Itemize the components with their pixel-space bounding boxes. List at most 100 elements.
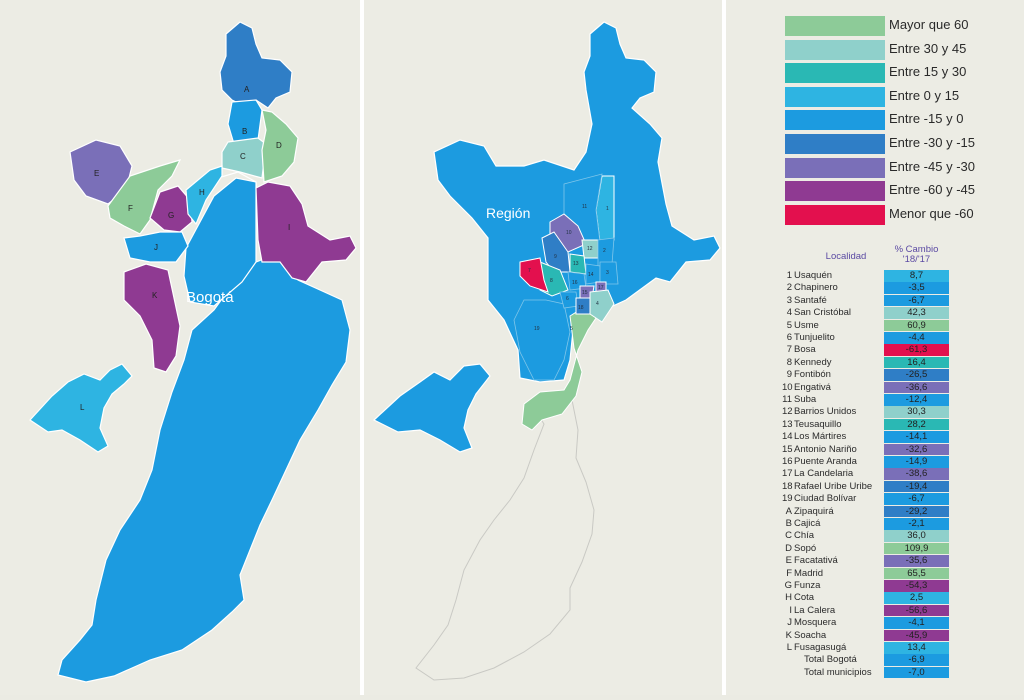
marker-12: 12: [587, 246, 593, 252]
region-label: Región: [486, 205, 530, 221]
legend-label: Entre 0 y 15: [889, 87, 960, 103]
marker-14: 14: [588, 272, 594, 278]
row-name: Total municipios: [804, 666, 872, 678]
row-name: Engativá: [794, 381, 831, 393]
table-row: 8 Kennedy 16,4: [782, 356, 1024, 369]
legend-item: Entre 15 y 30: [785, 63, 1024, 84]
row-value: -7,0: [884, 666, 949, 679]
municipio-b[interactable]: [227, 99, 263, 145]
municipio-c[interactable]: [221, 137, 267, 179]
row-id: 17: [782, 468, 793, 480]
marker-3: 3: [606, 270, 609, 276]
table-row: D Sopó 109,9: [782, 542, 1024, 555]
row-name: Kennedy: [794, 356, 832, 368]
row-id: D: [785, 542, 792, 554]
legend-swatch: [785, 157, 885, 178]
localidad-3[interactable]: [599, 261, 619, 285]
row-id: 4: [786, 307, 792, 319]
municipio-f[interactable]: [107, 159, 182, 235]
table-row: A Zipaquirá -29,2: [782, 505, 1024, 518]
row-id: 16: [782, 456, 793, 467]
table-header-localidad: Localidad: [825, 251, 867, 262]
legend-item: Mayor que 60: [785, 16, 1024, 36]
table-header-cambio-line1: % Cambio: [894, 244, 939, 255]
table-row: 14 Los Mártires -14,1: [782, 431, 1024, 443]
municipio-a[interactable]: [219, 21, 293, 109]
municipio-h[interactable]: [185, 165, 223, 226]
localidad-5[interactable]: [521, 305, 597, 431]
row-name: Fontibón: [794, 369, 831, 381]
table-row: I La Calera -56,6: [782, 604, 1024, 617]
row-id: E: [785, 555, 792, 567]
divider-1: [360, 0, 364, 695]
row-value: 30,3: [884, 406, 949, 418]
row-value: -19,4: [884, 480, 949, 493]
region-map: 1 2 3 4 5 6 7 8 9 10 11 12 13 14 15 16 1…: [372, 21, 721, 681]
table-row: 17 La Candelaria -38,6: [782, 468, 1024, 480]
row-value: -35,6: [884, 555, 949, 567]
row-value: 109,9: [884, 542, 949, 555]
marker-d: D: [276, 141, 282, 150]
localidad-7[interactable]: [519, 257, 549, 293]
marker-5: 5: [570, 326, 573, 332]
row-value: -61,3: [884, 344, 949, 356]
row-value: -3,5: [884, 282, 949, 294]
row-name: Chapinero: [794, 282, 838, 294]
row-name: Ciudad Bolívar: [794, 493, 857, 505]
localidad-4[interactable]: [589, 289, 615, 323]
table-row: C Chía 36,0: [782, 530, 1024, 542]
row-name: Barrios Unidos: [794, 406, 857, 418]
marker-10: 10: [566, 230, 572, 236]
marker-19: 19: [534, 326, 540, 332]
legend-item: Entre 30 y 45: [785, 39, 1024, 60]
row-value: -38,6: [884, 468, 949, 480]
bogota-map: A B C D E F G H I J K L Bogotá: [29, 21, 357, 683]
row-value: 13,4: [884, 642, 949, 654]
row-value: -2,1: [884, 518, 949, 530]
row-name: Cajicá: [794, 518, 821, 529]
row-id: K: [785, 629, 792, 641]
marker-1: 1: [606, 206, 609, 212]
marker-17: 17: [598, 285, 604, 291]
row-id: 18: [782, 480, 793, 492]
marker-13: 13: [573, 261, 579, 267]
marker-f: F: [128, 204, 133, 213]
table-row: F Madrid 65,5: [782, 567, 1024, 580]
municipio-l[interactable]: [29, 363, 133, 453]
row-value: -45,9: [884, 629, 949, 642]
row-value: -26,5: [884, 369, 949, 381]
municipio-d[interactable]: [261, 109, 299, 183]
region-southwest[interactable]: [372, 363, 491, 453]
row-value: -14,9: [884, 456, 949, 468]
row-name: Total Bogotá: [804, 654, 857, 666]
row-id: G: [784, 580, 792, 591]
table-row: 7 Bosa -61,3: [782, 344, 1024, 356]
marker-k: K: [152, 291, 158, 300]
row-id: A: [785, 505, 792, 517]
legend-label: Entre 15 y 30: [889, 64, 967, 80]
table-row: E Facatativá -35,6: [782, 555, 1024, 567]
table-row: 4 San Cristóbal 42,3: [782, 307, 1024, 319]
marker-16: 16: [572, 280, 578, 286]
row-value: -4,4: [884, 332, 949, 344]
row-value: -36,6: [884, 381, 949, 394]
legend-item: Entre -30 y -15: [785, 134, 1024, 154]
marker-9: 9: [554, 254, 557, 260]
row-name: Sopó: [794, 542, 817, 554]
table-row: Total municipios -7,0: [782, 666, 1024, 679]
legend-item: Entre -45 y -30: [785, 157, 1024, 178]
row-id: B: [785, 518, 792, 529]
marker-b: B: [242, 127, 247, 136]
legend-item: Entre -15 y 0: [785, 110, 1024, 131]
municipio-k[interactable]: [123, 263, 181, 373]
row-name: Mosquera: [794, 617, 837, 629]
table-header-cambio: % Cambio '18/'17: [884, 245, 949, 265]
municipio-j[interactable]: [123, 231, 189, 263]
legend-label: Entre -60 y -45: [889, 182, 975, 198]
localidad-19[interactable]: [513, 299, 571, 381]
legend-swatch: [785, 181, 885, 202]
municipio-i[interactable]: [255, 181, 357, 283]
bogota-north-strip[interactable]: [183, 177, 257, 307]
row-value: 2,5: [884, 592, 949, 604]
row-name: Suba: [794, 394, 817, 405]
